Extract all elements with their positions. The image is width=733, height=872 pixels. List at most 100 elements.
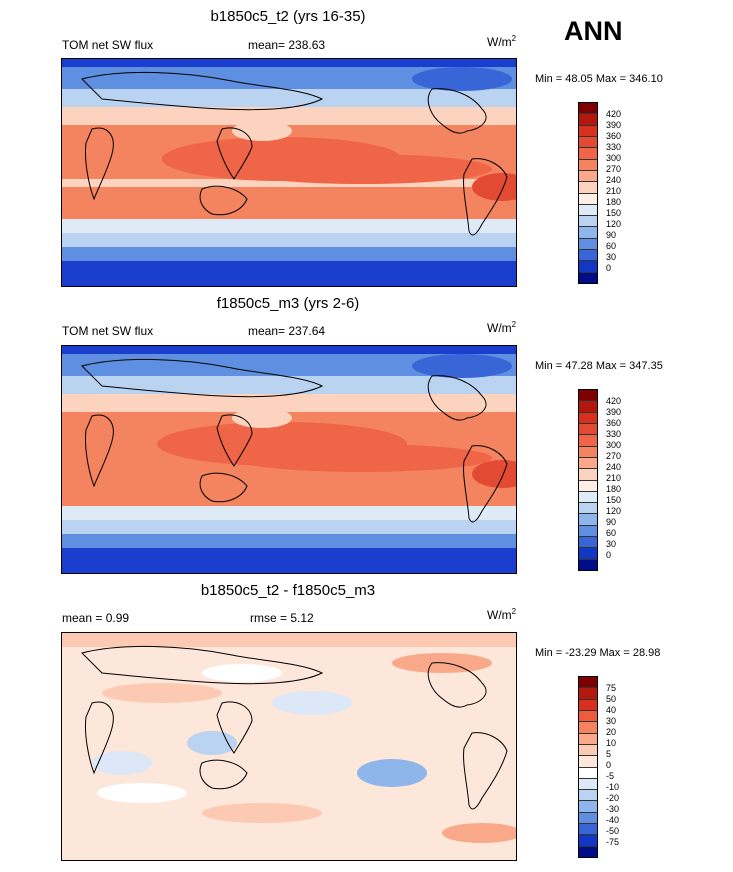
tick-label: 270: [606, 451, 622, 461]
tick-label: 240: [606, 462, 622, 472]
colorbar-swatch: [579, 722, 597, 734]
colorbar-swatch: [579, 170, 597, 183]
tick-label: 0: [606, 760, 612, 770]
tick-label: 5: [606, 749, 612, 759]
tick-label: 360: [606, 131, 622, 141]
panel-3-map: [61, 632, 517, 861]
colorbar-swatch: [579, 103, 597, 115]
colorbar-swatch: [579, 790, 597, 802]
tick-label: 180: [606, 197, 622, 207]
colorbar-swatch: [579, 401, 597, 413]
panel-3-colorbar-ticks: 75 50 40 30 20 10 5 0 -5 -10 -20 -30 -40…: [606, 683, 619, 848]
colorbar-swatch: [579, 756, 597, 768]
colorbar-swatch: [579, 537, 597, 549]
colorbar-swatch: [579, 824, 597, 836]
tick-label: -20: [606, 793, 620, 803]
colorbar-swatch: [579, 446, 597, 458]
colorbar-swatch: [579, 801, 597, 813]
tick-label: 90: [606, 230, 617, 240]
colorbar-swatch: [579, 216, 597, 228]
colorbar-swatch: [579, 525, 597, 538]
tick-label: 180: [606, 484, 622, 494]
panel-1-variable-label: TOM net SW flux: [62, 38, 154, 52]
tick-label: 120: [606, 506, 622, 516]
colorbar-swatch: [579, 559, 597, 570]
tick-label: -50: [606, 826, 620, 836]
panel-2-colorbar-ticks: 420 390 360 330 300 270 240 210 180 150 …: [606, 396, 621, 561]
panel-1-units: W/m2: [487, 34, 517, 49]
panel-3-colorbar: [578, 676, 598, 858]
panel-3-mean-label: mean = 0.99: [62, 611, 130, 625]
colorbar-swatch: [579, 767, 597, 779]
tick-label: 390: [606, 120, 622, 130]
panel-1-minmax: Min = 48.05 Max = 346.10: [535, 73, 663, 85]
tick-label: 60: [606, 241, 617, 251]
panel-2-title: f1850c5_m3 (yrs 2-6): [216, 295, 360, 312]
colorbar-swatch: [579, 148, 597, 160]
colorbar-swatch: [579, 503, 597, 515]
panel-3-units: W/m2: [487, 607, 517, 622]
panel-2-minmax: Min = 47.28 Max = 347.35: [535, 360, 663, 372]
panel-1-colorbar-ticks: 420 390 360 330 300 270 240 210 180 150 …: [606, 109, 621, 274]
tick-label: 90: [606, 517, 617, 527]
tick-label: 210: [606, 473, 622, 483]
tick-label: 300: [606, 153, 622, 163]
tick-label: 0: [606, 550, 612, 560]
tick-label: 0: [606, 263, 612, 273]
panel-1-mean-label: mean= 238.63: [248, 38, 326, 52]
colorbar-swatch: [579, 480, 597, 492]
tick-label: 390: [606, 407, 622, 417]
colorbar-swatch: [579, 688, 597, 700]
colorbar-swatch: [579, 733, 597, 745]
colorbar-swatch: [579, 812, 597, 825]
tick-label: 30: [606, 716, 617, 726]
panel-3-title: b1850c5_t2 - f1850c5_m3: [200, 582, 376, 599]
tick-label: 30: [606, 252, 617, 262]
tick-label: 20: [606, 727, 617, 737]
panel-3-minmax: Min = -23.29 Max = 28.98: [535, 647, 661, 659]
tick-label: -5: [606, 771, 615, 781]
tick-label: 75: [606, 683, 617, 693]
tick-label: 420: [606, 109, 622, 119]
colorbar-swatch: [579, 182, 597, 194]
tick-label: -30: [606, 804, 620, 814]
panel-3-rmse-label: rmse = 5.12: [250, 611, 314, 625]
panel-2-variable-label: TOM net SW flux: [62, 324, 154, 338]
tick-label: 360: [606, 418, 622, 428]
tick-label: -75: [606, 837, 620, 847]
tick-label: 30: [606, 539, 617, 549]
panel-1-map: [61, 58, 517, 287]
colorbar-swatch: [579, 491, 597, 504]
colorbar-swatch: [579, 272, 597, 283]
colorbar-swatch: [579, 548, 597, 560]
tick-label: 10: [606, 738, 617, 748]
colorbar-swatch: [579, 412, 597, 424]
tick-label: 50: [606, 694, 617, 704]
tick-label: -40: [606, 815, 620, 825]
tick-label: 60: [606, 528, 617, 538]
panel-1-title: b1850c5_t2 (yrs 16-35): [210, 8, 366, 25]
colorbar-swatch: [579, 846, 597, 857]
colorbar-swatch: [579, 435, 597, 447]
colorbar-swatch: [579, 250, 597, 262]
tick-label: 330: [606, 142, 622, 152]
colorbar-swatch: [579, 677, 597, 689]
tick-label: 120: [606, 219, 622, 229]
colorbar-swatch: [579, 699, 597, 711]
colorbar-swatch: [579, 261, 597, 273]
colorbar-swatch: [579, 423, 597, 436]
tick-label: 40: [606, 705, 617, 715]
colorbar-swatch: [579, 204, 597, 217]
colorbar-swatch: [579, 125, 597, 137]
panel-2-units: W/m2: [487, 320, 517, 335]
panel-2-mean-label: mean= 237.64: [248, 324, 326, 338]
tick-label: 150: [606, 495, 622, 505]
colorbar-swatch: [579, 710, 597, 723]
colorbar-swatch: [579, 193, 597, 205]
tick-label: 240: [606, 175, 622, 185]
tick-label: -10: [606, 782, 620, 792]
colorbar-swatch: [579, 227, 597, 239]
colorbar-swatch: [579, 136, 597, 149]
colorbar-swatch: [579, 514, 597, 526]
colorbar-swatch: [579, 744, 597, 757]
